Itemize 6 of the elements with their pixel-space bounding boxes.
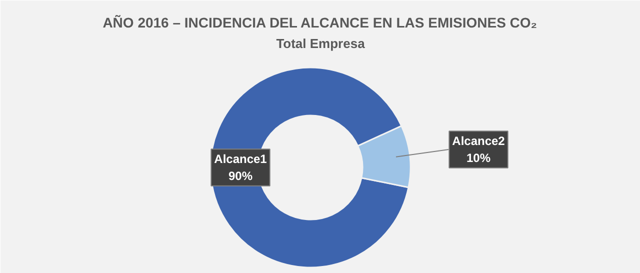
slice-label: Alcance2 xyxy=(452,134,506,148)
slice-label: Alcance1 xyxy=(214,152,268,166)
chart-title: AÑO 2016 – INCIDENCIA DEL ALCANCE EN LAS EMISIONES CO₂ xyxy=(102,14,538,30)
data-label: 90% xyxy=(228,168,253,183)
data-label: 10% xyxy=(466,150,491,165)
chart-subtitle: Total Empresa xyxy=(276,36,366,51)
